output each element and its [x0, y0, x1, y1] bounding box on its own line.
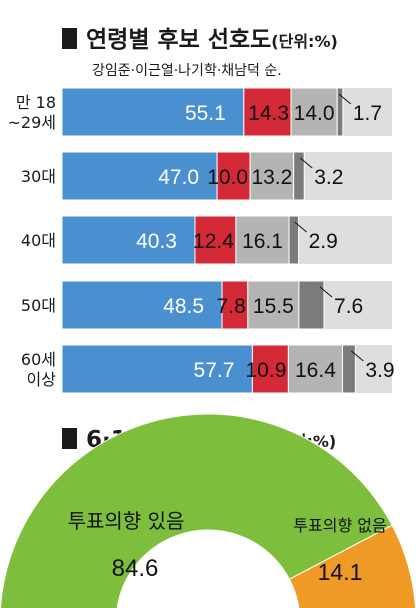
- bar-value-label: 48.5: [163, 295, 204, 318]
- bar-value-label: 40.3: [136, 230, 177, 253]
- bar-value-label: 15.5: [253, 295, 294, 318]
- category-label: 30대: [21, 167, 56, 186]
- bar-chart-unit: (단위:%): [271, 32, 338, 51]
- bar-segment: [216, 151, 251, 201]
- gauge-category-label: 투표의향 없음: [293, 516, 386, 535]
- bar-value-label: 2.9: [309, 230, 338, 253]
- gauge-category-label: 투표의향 있음: [68, 509, 185, 533]
- bar-value-label: 47.0: [158, 166, 199, 189]
- bar-chart-title: 연령별 후보 선호도(단위:%): [62, 20, 338, 54]
- gauge-value-label: 84.6: [112, 555, 159, 582]
- bar-segment: [336, 87, 344, 137]
- gauge-value-label: 14.1: [318, 559, 363, 585]
- bar-segment: [61, 280, 223, 330]
- gauge-chart-unit: (단위:%): [269, 432, 337, 451]
- category-label: ~29세: [8, 113, 57, 132]
- bar-segment: [221, 280, 249, 330]
- bar-leader-line: [294, 221, 307, 233]
- bar-segment: [247, 280, 300, 330]
- bar-leader-line: [299, 157, 313, 169]
- category-label: 만 18: [16, 93, 56, 112]
- bar-segment: [298, 280, 325, 330]
- bar-leader-line: [351, 350, 364, 362]
- bar-value-label: 57.7: [194, 359, 235, 382]
- bar-value-label: 16.1: [242, 230, 283, 253]
- bar-value-label: 13.2: [251, 166, 292, 189]
- bar-value-label: 3.2: [314, 166, 343, 189]
- category-label: 40대: [21, 231, 56, 250]
- bar-chart-title-text: 연령별 후보 선호도: [86, 27, 272, 53]
- bar-segment: [61, 151, 218, 201]
- bar-value-label: 1.7: [353, 102, 382, 125]
- category-label: 60세: [21, 350, 56, 369]
- bar-segment: [342, 344, 356, 394]
- bar-value-label: 10.0: [207, 166, 248, 189]
- bar-value-label: 3.9: [365, 359, 394, 382]
- bar-value-label: 10.9: [246, 359, 287, 382]
- gauge-slice: [288, 524, 416, 608]
- bar-segment: [235, 215, 290, 265]
- bar-segment: [61, 215, 196, 265]
- bar-value-label: 55.1: [185, 102, 226, 125]
- bar-segment: [251, 344, 289, 394]
- bar-segment: [287, 344, 344, 394]
- bar-segment: [249, 151, 295, 201]
- bar-leader-line: [338, 93, 352, 105]
- gauge-chart-title: 6·1 지선 투표의향(단위:%): [62, 420, 336, 454]
- bar-segment: [194, 215, 237, 265]
- bar-value-label: 14.0: [294, 102, 335, 125]
- title-square-icon: [62, 428, 77, 449]
- gauge-chart-title-text: 6·1 지선 투표의향: [86, 427, 270, 453]
- stacked-bar-chart: 55.1 14.3 14.0 1.7 만 18~29세 47.0 10.0 13.2 3.2 30…: [8, 87, 395, 394]
- bar-value-label: 14.3: [248, 102, 289, 125]
- bar-value-label: 16.4: [295, 359, 336, 382]
- category-label: 50대: [21, 296, 56, 315]
- title-square-icon: [62, 28, 77, 49]
- bar-value-label: 7.6: [334, 295, 363, 318]
- bar-segment: [243, 87, 292, 137]
- bar-segment: [61, 87, 245, 137]
- bar-segment: [293, 151, 305, 201]
- bar-segment: [288, 215, 300, 265]
- category-label: 이상: [27, 370, 57, 389]
- bar-chart-subtitle: 강임준·이근열·나기학·채남덕 순.: [92, 63, 282, 79]
- bar-value-label: 7.8: [217, 295, 246, 318]
- bar-leader-line: [319, 286, 333, 298]
- bar-value-label: 12.4: [193, 230, 234, 253]
